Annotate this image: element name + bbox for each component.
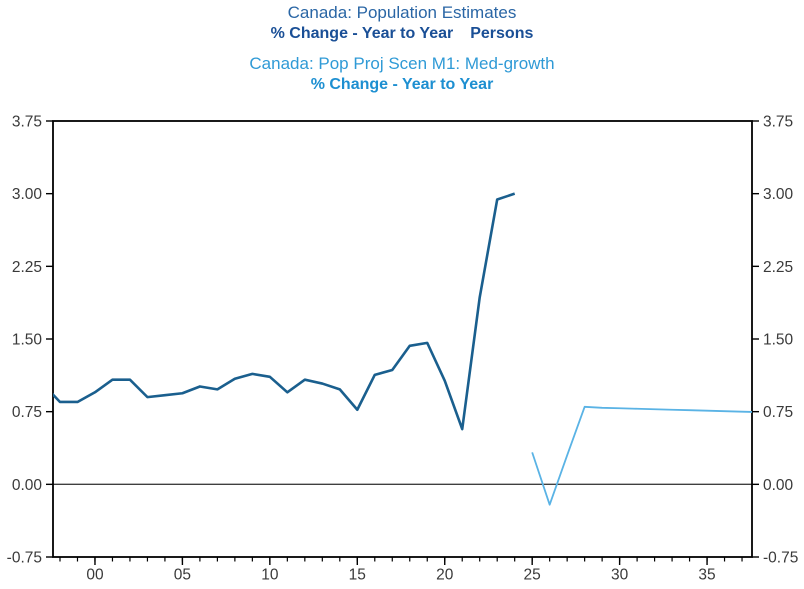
series1-title: Canada: Population Estimates [287,3,517,22]
y-tick-label-left: 2.25 [12,259,42,276]
series1-subtitle-change-label: % Change - Year to Year [270,25,454,42]
y-tick-label-left: 0.75 [12,404,42,421]
x-tick-label: 15 [349,567,366,584]
x-tick-label: 35 [698,567,715,584]
y-tick-label-right: 2.25 [763,259,793,276]
x-axis: 00 05 10 15 20 25 30 35 [86,557,716,584]
y-tick-label-right: 3.75 [763,114,793,131]
plot-frame [52,120,753,558]
y-tick-label-right: 0.75 [763,404,793,421]
y-tick-label-left: 3.00 [12,186,43,203]
y-tick-label-right: -0.75 [763,550,798,567]
y-axis: 3.75 3.75 3.00 3.00 2.25 2.25 1.50 1.50 0.75 0.75… [7,114,799,567]
series1-units-label: Persons [470,25,534,42]
x-tick-label: 05 [174,567,191,584]
y-tick-label-left: 0.00 [12,477,43,494]
x-tick-label: 10 [261,567,279,584]
y-tick-label-left: -0.75 [7,550,42,567]
x-tick-label: 20 [436,567,454,584]
y-tick-label-right: 1.50 [763,332,794,349]
y-tick-label-left: 3.75 [12,114,42,131]
series-line-1 [53,192,516,431]
y-tick-label-right: 3.00 [763,186,794,203]
series2-title: Canada: Pop Proj Scen M1: Med-growth [249,54,555,73]
series1-subtitle: % Change - Year to Year Persons [0,23,804,44]
y-tick-label-right: 0.00 [763,477,794,494]
y-tick-label-left: 1.50 [12,332,43,349]
x-tick-label: 00 [86,567,104,584]
x-tick-label: 30 [611,567,629,584]
series2-subtitle: % Change - Year to Year [310,76,494,93]
x-tick-label: 25 [524,567,541,584]
series-line-2 [531,405,752,506]
